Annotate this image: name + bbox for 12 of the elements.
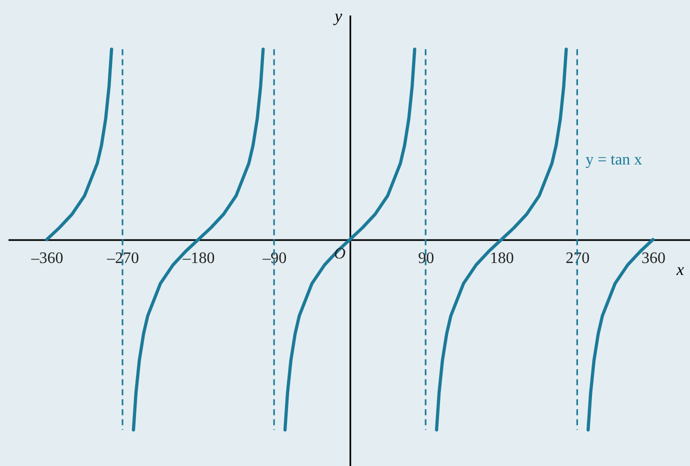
annotation: O <box>334 246 346 263</box>
x-tick-label: –90 <box>262 250 287 268</box>
x-axis-title: x <box>676 260 684 280</box>
x-tick-label: –180 <box>182 250 215 268</box>
x-tick-label: 90 <box>418 250 434 268</box>
y-axis-title: y <box>332 6 343 26</box>
x-tick-label: 180 <box>490 250 514 268</box>
x-tick-label: 360 <box>641 250 666 268</box>
x-tick-label: –360 <box>30 250 64 268</box>
x-tick-label: –270 <box>106 250 140 268</box>
series-label: y = tan x <box>586 152 642 169</box>
x-tick-label: 270 <box>566 250 590 268</box>
